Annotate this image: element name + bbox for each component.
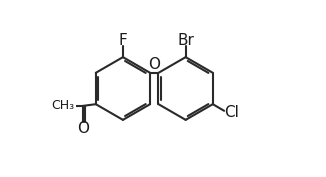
Text: CH₃: CH₃ — [51, 99, 74, 112]
Text: O: O — [148, 58, 160, 72]
Text: Cl: Cl — [224, 105, 239, 120]
Text: Br: Br — [177, 33, 194, 48]
Text: O: O — [77, 121, 89, 136]
Text: F: F — [119, 33, 127, 48]
